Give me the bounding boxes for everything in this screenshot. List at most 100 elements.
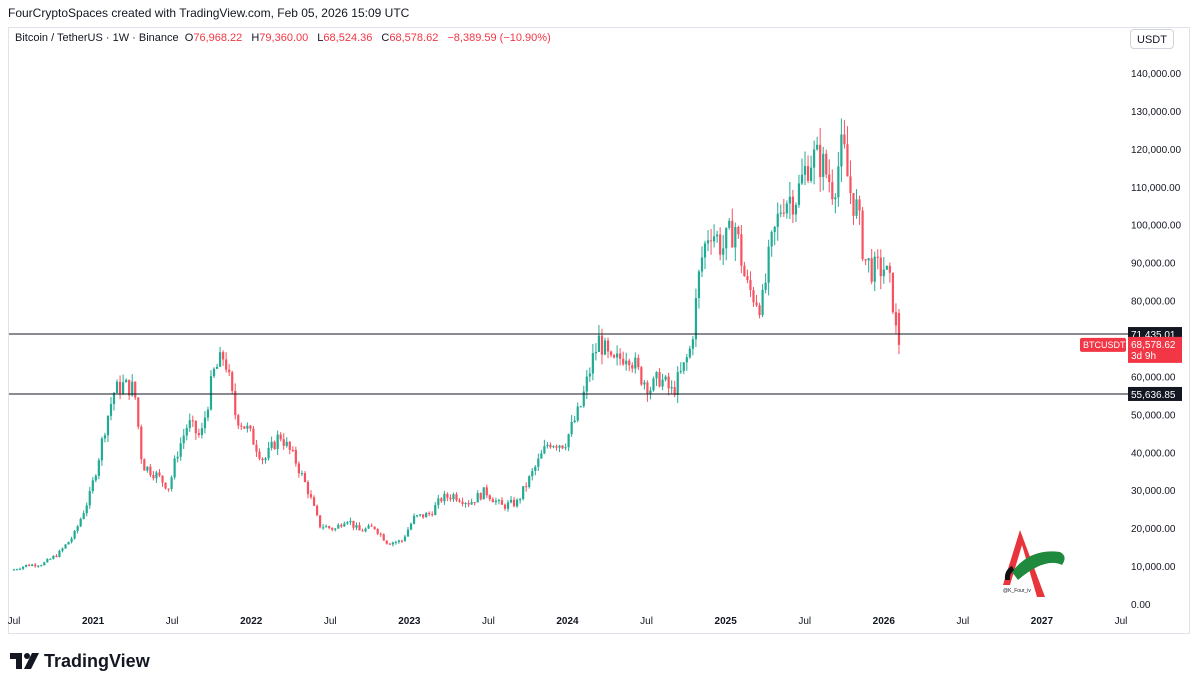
candle <box>740 225 743 274</box>
candle <box>215 363 219 370</box>
candle <box>246 422 249 433</box>
candle <box>446 492 449 502</box>
symbol-name[interactable]: Bitcoin / TetherUS · 1W · Binance <box>15 32 179 44</box>
candle <box>218 346 222 368</box>
candle <box>449 494 452 502</box>
author-logo-icon <box>1003 530 1065 597</box>
candle <box>682 362 685 375</box>
candle <box>149 463 152 478</box>
candle <box>467 500 470 508</box>
change-value: −8,389.59 (−10.90%) <box>447 32 551 44</box>
candle <box>731 208 734 248</box>
last-price-box <box>1128 336 1182 363</box>
candle <box>434 501 437 516</box>
candle <box>349 517 352 526</box>
candle <box>185 424 188 441</box>
candle <box>70 536 73 544</box>
candle <box>164 482 167 490</box>
candle <box>858 195 861 225</box>
candle <box>643 379 646 390</box>
candle <box>555 444 558 451</box>
candle <box>85 502 88 517</box>
candle <box>737 225 740 239</box>
candle <box>597 325 601 352</box>
candle <box>49 558 52 560</box>
symbol-price-tag: BTCUSDT <box>1083 340 1126 350</box>
candle <box>191 415 194 427</box>
symbol-price-tag-bg <box>1080 337 1126 352</box>
candle <box>846 126 849 177</box>
candle <box>464 502 467 508</box>
close-value: 68,578.62 <box>389 32 439 44</box>
y-tick-label: 40,000.00 <box>1131 448 1176 459</box>
candle <box>561 445 564 450</box>
tradingview-logo-icon <box>10 653 39 669</box>
candle <box>118 375 122 400</box>
candle <box>819 127 822 192</box>
candle <box>625 352 628 371</box>
candle <box>658 368 661 388</box>
candle <box>476 490 479 503</box>
candle <box>531 467 534 481</box>
candle <box>703 240 707 270</box>
candle <box>388 542 391 545</box>
candle <box>582 385 585 408</box>
y-tick-label: 100,000.00 <box>1131 221 1181 232</box>
candle <box>719 227 722 261</box>
candle <box>716 230 719 243</box>
candle <box>761 284 764 318</box>
candle <box>182 428 185 449</box>
x-axis: Jul 2021 Jul 2022 Jul 2023 Jul 2024 Jul 2025 Jul 20… <box>8 616 1128 627</box>
x-tick-label: 2024 <box>556 616 579 627</box>
candle <box>628 358 631 372</box>
y-tick-label: 50,000.00 <box>1131 410 1176 421</box>
candle <box>91 477 94 494</box>
candle <box>12 568 16 571</box>
candle <box>461 497 464 507</box>
low-value: 68,524.36 <box>323 32 373 44</box>
candle <box>540 449 543 459</box>
candle <box>503 503 507 511</box>
candle <box>364 527 367 533</box>
candle <box>522 486 525 501</box>
candle <box>28 563 31 567</box>
candle <box>879 249 882 290</box>
candle <box>319 515 322 529</box>
candle <box>406 527 410 537</box>
candle <box>206 406 210 422</box>
candle <box>564 443 567 451</box>
candle <box>752 287 755 307</box>
candle <box>888 262 891 283</box>
candle <box>655 371 658 386</box>
candle <box>112 391 116 411</box>
candle <box>667 372 670 396</box>
candle <box>325 524 328 528</box>
candle <box>25 564 28 568</box>
candle <box>255 440 258 457</box>
y-tick-label: 110,000.00 <box>1131 183 1181 194</box>
candle <box>315 504 319 517</box>
tradingview-logo-text: TradingView <box>44 650 150 671</box>
candle <box>291 446 294 453</box>
candle <box>88 486 91 509</box>
candle <box>758 302 761 319</box>
candle <box>194 420 197 440</box>
currency-button[interactable]: USDT <box>1130 29 1174 49</box>
candle <box>146 466 149 473</box>
candle <box>825 149 828 179</box>
candle <box>309 490 313 500</box>
candle <box>534 465 537 476</box>
candle <box>525 482 528 492</box>
candle <box>137 397 140 430</box>
candle <box>482 487 485 500</box>
candle <box>782 198 785 217</box>
candle <box>358 522 361 531</box>
y-axis: 0.00 10,000.00 20,000.00 30,000.00 40,000.00… <box>1131 69 1181 611</box>
candle <box>549 442 552 449</box>
candle <box>385 540 388 545</box>
tradingview-logo[interactable]: TradingView <box>10 650 150 672</box>
x-tick-label: Jul <box>482 616 495 627</box>
candle <box>279 432 282 442</box>
